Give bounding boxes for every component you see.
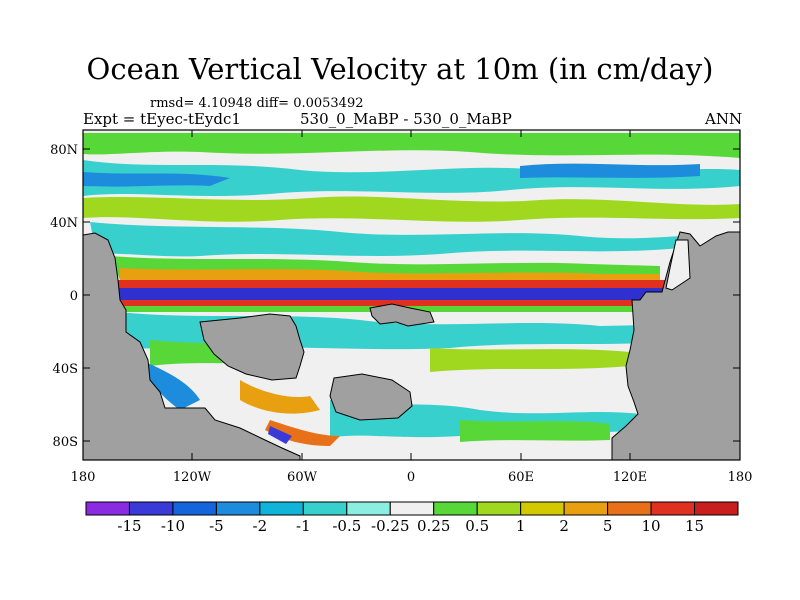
colorbar-swatch <box>563 501 609 516</box>
colorbar-label: -1 <box>296 517 311 535</box>
lat-tick-label: 0 <box>70 289 78 304</box>
colorbar-label: -2 <box>253 517 268 535</box>
land-west <box>83 232 301 460</box>
colorbar-swatch <box>433 501 478 516</box>
band-north-blue-2 <box>520 163 700 178</box>
band-north-cyan-1 <box>83 160 740 196</box>
lon-tick-label: 0 <box>407 470 415 485</box>
colorbar <box>85 501 739 516</box>
band-south-orange-2 <box>265 420 340 446</box>
lat-tick-label: 80N <box>50 143 78 158</box>
land-central-continent <box>199 313 305 381</box>
land-southern-ring <box>329 373 413 421</box>
tick-marks <box>83 130 740 460</box>
colorbar-swatch <box>172 501 217 516</box>
band-south-orange <box>240 380 320 414</box>
lon-tick-label: 120W <box>173 470 212 485</box>
band-south-green-2 <box>430 348 630 372</box>
colorbar-labels: -15 -10 -5 -2 -1 -0.5 -0.25 0.25 0.5 1 2 5 10 15 <box>117 517 704 535</box>
land-island-equator <box>369 303 435 327</box>
colorbar-swatch <box>346 501 391 516</box>
colorbar-label: 2 <box>559 517 569 535</box>
colorbar-label: 1 <box>516 517 526 535</box>
land-east-channel <box>665 239 691 291</box>
colorbar-label: 0.25 <box>417 517 450 535</box>
colorbar-swatch <box>128 501 174 516</box>
colorbar-swatch <box>215 501 261 516</box>
lon-tick-label: 180 <box>728 470 753 485</box>
band-north-green <box>83 133 740 158</box>
map-title: Ocean Vertical Velocity at 10m (in cm/da… <box>86 52 714 86</box>
equator-red-south <box>118 300 670 306</box>
colorbar-swatch <box>607 501 652 516</box>
colorbar-swatch <box>650 501 696 516</box>
colorbar-swatch <box>302 501 348 516</box>
colorbar-label: -0.25 <box>371 517 409 535</box>
band-mid-cyan <box>90 222 680 257</box>
colorbar-label: 10 <box>642 517 661 535</box>
colorbar-label: -10 <box>161 517 185 535</box>
land-masses <box>83 231 740 460</box>
velocity-field <box>83 130 740 460</box>
colorbar-label: -0.5 <box>332 517 361 535</box>
lat-tick-label: 40S <box>53 362 78 377</box>
equator-red-north <box>118 280 670 288</box>
colorbar-label: 0.5 <box>465 517 489 535</box>
equator-blue <box>118 288 670 300</box>
colorbar-label: -5 <box>209 517 224 535</box>
band-south-blue <box>140 360 200 410</box>
colorbar-label: 5 <box>603 517 613 535</box>
lon-tick-label: 180 <box>71 470 96 485</box>
band-south-violet <box>268 426 292 444</box>
colorbar-swatch <box>389 501 435 516</box>
colorbar-swatch <box>259 501 304 516</box>
colorbar-swatch <box>694 501 739 516</box>
lat-tick-label: 80S <box>53 435 78 450</box>
stats-label: rmsd= 4.10948 diff= 0.0053492 <box>150 96 364 111</box>
season-label: ANN <box>705 110 743 128</box>
lon-tick-label: 120E <box>613 470 647 485</box>
lon-tick-label: 60E <box>508 470 534 485</box>
experiment-label: Expt = tEyec-tEydc1 <box>83 110 241 128</box>
colorbar-swatch <box>520 501 565 516</box>
colorbar-label: 15 <box>685 517 704 535</box>
colorbar-swatch <box>85 501 130 516</box>
colorbar-swatch <box>476 501 522 516</box>
band-north-green-2 <box>83 196 740 222</box>
lat-tick-label: 40N <box>50 216 78 231</box>
band-north-blue-1 <box>83 172 230 187</box>
case-label: 530_0_MaBP - 530_0_MaBP <box>300 110 512 128</box>
band-south-green-3 <box>460 420 610 442</box>
colorbar-label: -15 <box>117 517 141 535</box>
land-east-continent <box>611 231 740 460</box>
lon-tick-label: 60W <box>287 470 318 485</box>
